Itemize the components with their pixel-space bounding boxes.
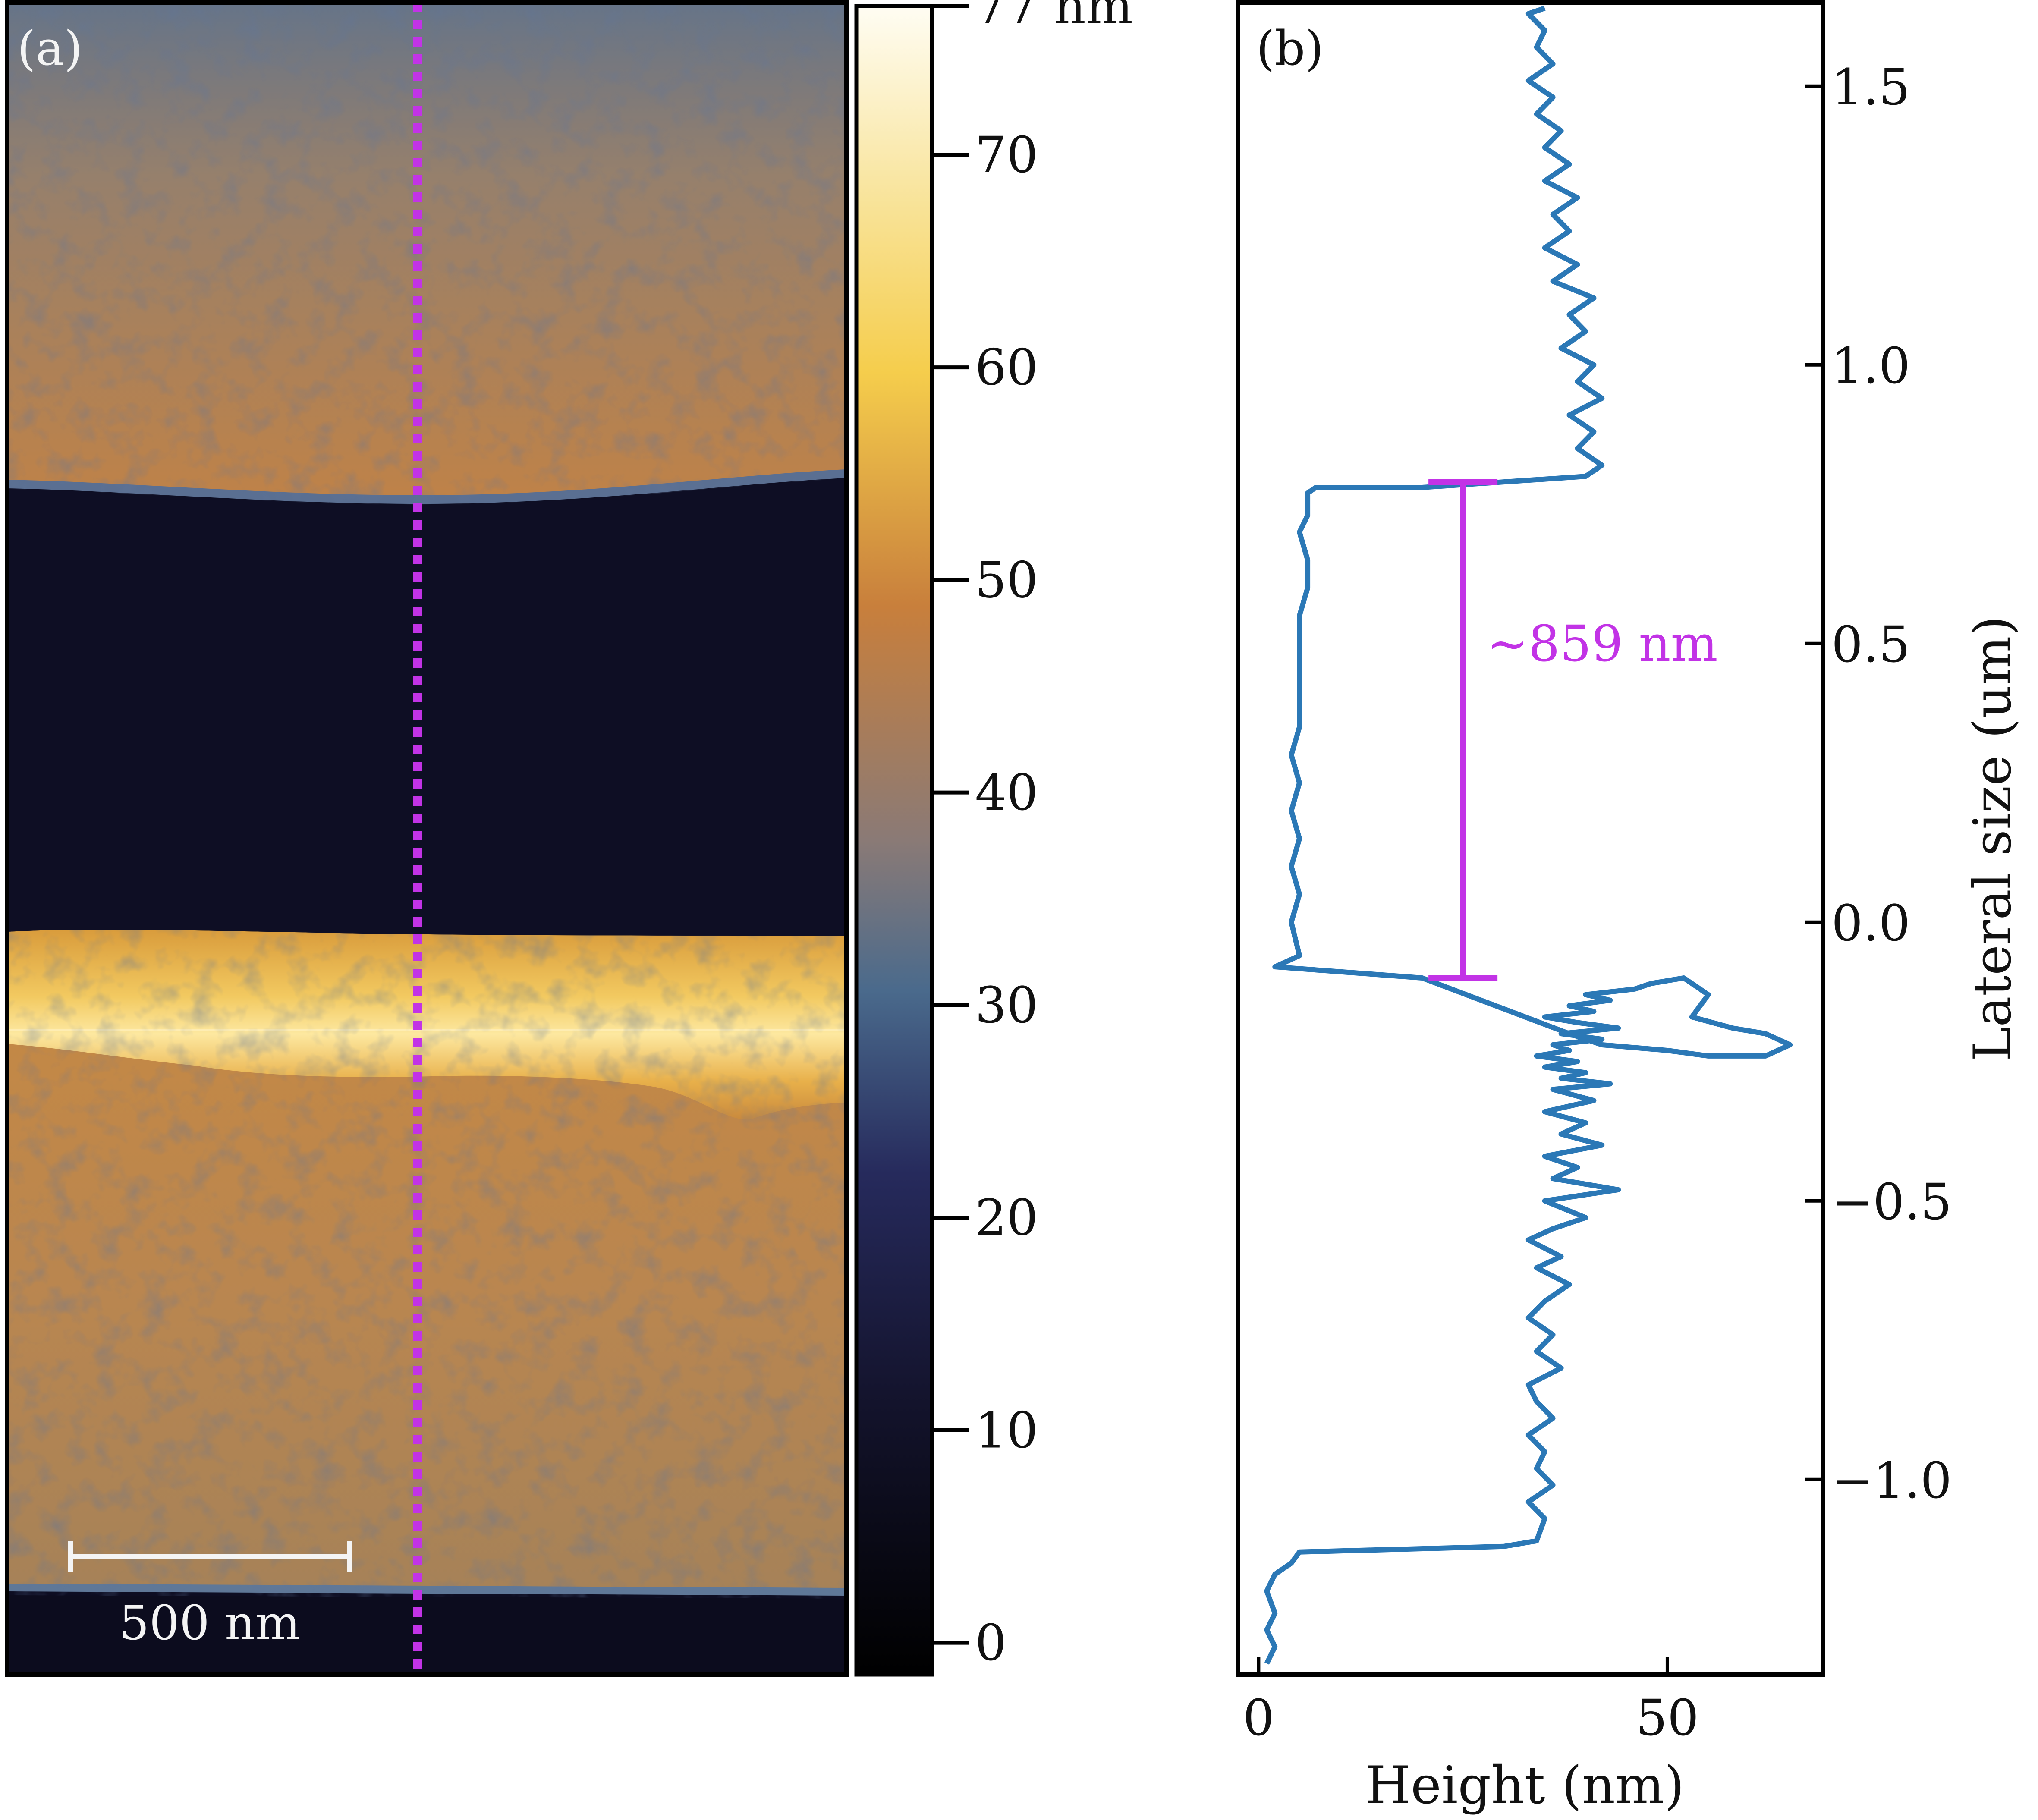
- height-profile-panel: ~859 nm −1.0 −0.5 0.0 0.5 1.0 1.5 0 50 (b) Hei…: [1236, 0, 2023, 1816]
- colorbar-gradient: [856, 6, 932, 1675]
- width-annotation: ~859 nm: [1428, 479, 1718, 981]
- plot-frame: [1236, 0, 1825, 1677]
- colorbar-tick-label: 60: [975, 339, 1038, 397]
- panel-b-label: (b): [1256, 21, 1324, 76]
- y-tick-label: 0.5: [1831, 616, 1910, 674]
- colorbar-tick-label: 50: [975, 551, 1038, 609]
- bottom-substrate-region: [7, 1595, 846, 1675]
- colorbar-ticks: 0 10 20 30 40 50 60 70 77 nm: [932, 0, 1133, 1672]
- colorbar-tick-label: 30: [975, 977, 1038, 1034]
- height-profile-line: [1264, 6, 1793, 1665]
- afm-image-panel: 500 nm (a): [7, 3, 846, 1675]
- plot-area: [1238, 3, 1823, 1675]
- scale-bar-label: 500 nm: [119, 1595, 300, 1650]
- y-tick-label: −0.5: [1831, 1173, 1952, 1231]
- colorbar-tick-label: 0: [975, 1614, 1006, 1672]
- colorbar-tick-label: 77 nm: [975, 0, 1133, 35]
- x-axis-ticks: 0 50: [1243, 1657, 1699, 1747]
- x-axis-label: Height (nm): [1365, 1756, 1684, 1816]
- colorbar-tick-label: 70: [975, 126, 1038, 184]
- colorbar-axis-strip: [932, 6, 969, 1675]
- y-tick-label: −1.0: [1831, 1452, 1952, 1510]
- colorbar-tick-label: 10: [975, 1402, 1038, 1459]
- annotation-label: ~859 nm: [1487, 615, 1718, 673]
- colorbar-tick-label: 20: [975, 1189, 1038, 1247]
- panel-a-label: (a): [17, 21, 82, 76]
- gap-region: [7, 479, 846, 936]
- plot-series-group: [1264, 6, 1793, 1665]
- x-tick-label: 50: [1636, 1689, 1699, 1747]
- panel-a-frame: [5, 0, 849, 1677]
- y-tick-label: 1.0: [1831, 337, 1910, 395]
- y-tick-label: 1.5: [1831, 59, 1910, 116]
- y-tick-label: 0.0: [1831, 895, 1910, 952]
- x-tick-label: 0: [1243, 1689, 1274, 1747]
- y-axis-label: Lateral size (um): [1963, 616, 2023, 1062]
- colorbar: 0 10 20 30 40 50 60 70 77 nm: [854, 0, 1133, 1677]
- y-axis-ticks: −1.0 −0.5 0.0 0.5 1.0 1.5: [1805, 59, 1952, 1510]
- colorbar-tick-label: 40: [975, 764, 1038, 822]
- scale-bar: 500 nm: [68, 1541, 352, 1650]
